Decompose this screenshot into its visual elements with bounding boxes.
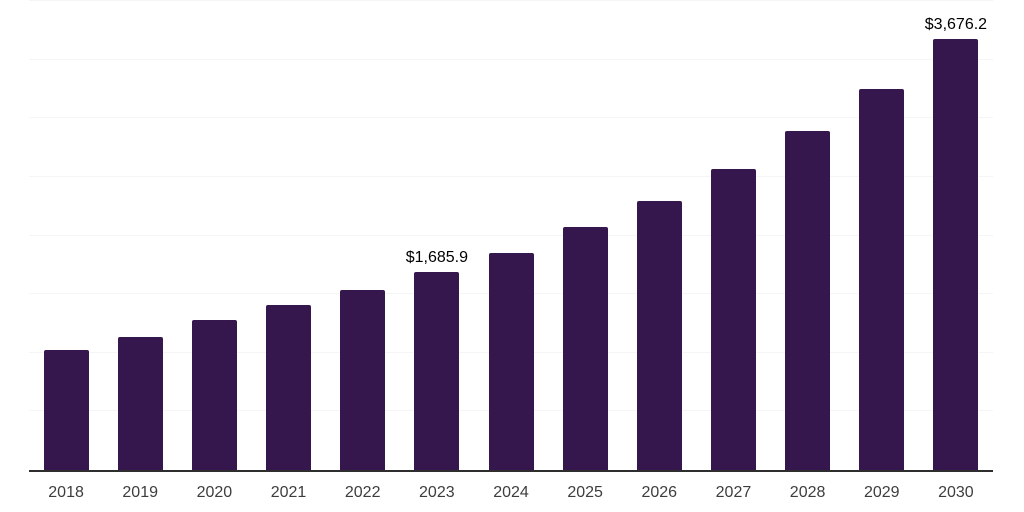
bar-2018 [43, 350, 89, 470]
x-axis-label-2021: 2021 [270, 484, 307, 501]
x-axis-label-2022: 2022 [344, 484, 381, 501]
x-axis-label-2018: 2018 [48, 484, 84, 501]
x-axis-label-2029: 2029 [863, 484, 900, 501]
x-axis-label-2027: 2027 [715, 484, 752, 501]
x-axis-label-2024: 2024 [493, 484, 529, 501]
x-axis-label-2026: 2026 [641, 484, 678, 501]
bar-2025 [562, 227, 608, 470]
value-label-2023: $1,685.9 [405, 249, 468, 267]
bar-2024 [488, 252, 534, 470]
bar-2019 [117, 336, 163, 470]
gridline [29, 58, 993, 60]
x-axis-line [29, 470, 993, 472]
bar-2029 [859, 89, 905, 470]
bar-2023 [414, 272, 460, 470]
x-axis-label-2020: 2020 [196, 484, 233, 501]
bar-2028 [785, 131, 831, 470]
gridline [29, 234, 993, 236]
bar-2026 [636, 200, 682, 470]
x-axis-label-2019: 2019 [122, 484, 158, 501]
x-axis-label-2023: 2023 [419, 484, 455, 501]
plot-area: $1,685.9 $3,676.2 [29, 0, 993, 470]
gridline [29, 0, 993, 2]
gridline [29, 117, 993, 119]
bar-2027 [710, 168, 756, 470]
gridline [29, 176, 993, 177]
x-axis-label-2025: 2025 [567, 484, 603, 501]
bar-2021 [266, 305, 312, 470]
bar-2022 [340, 289, 386, 470]
x-axis-label-2028: 2028 [789, 484, 826, 501]
bar-2030 [933, 39, 979, 470]
x-axis-label-2030: 2030 [938, 484, 974, 501]
value-label-2030: $3,676.2 [924, 16, 988, 34]
bar-2020 [191, 320, 237, 470]
